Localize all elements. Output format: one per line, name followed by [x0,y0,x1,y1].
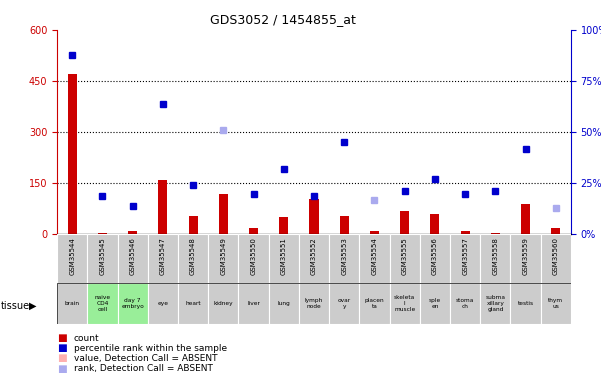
Bar [239,234,269,283]
Text: GDS3052 / 1454855_at: GDS3052 / 1454855_at [210,13,355,26]
Text: GSM35555: GSM35555 [401,237,407,274]
Text: testis: testis [517,301,534,306]
Text: lung: lung [278,301,290,306]
Bar [279,217,288,234]
Bar [118,283,148,324]
Text: ▶: ▶ [29,301,36,310]
Bar [450,234,480,283]
Bar [269,283,299,324]
Text: GSM35553: GSM35553 [341,237,347,274]
Text: GSM35551: GSM35551 [281,237,287,274]
Text: GSM35549: GSM35549 [221,237,227,274]
Bar [370,231,379,234]
Text: GSM35546: GSM35546 [130,237,136,274]
Text: ■: ■ [57,354,67,363]
Bar [87,234,118,283]
Text: percentile rank within the sample: percentile rank within the sample [74,344,227,353]
Text: GSM35548: GSM35548 [190,237,196,274]
Bar [480,283,510,324]
Text: skeleta
l
muscle: skeleta l muscle [394,296,415,312]
Bar [178,283,208,324]
Bar [57,283,87,324]
Text: GSM35556: GSM35556 [432,237,438,274]
Bar [148,283,178,324]
Bar [400,210,409,234]
Bar [420,234,450,283]
Text: GSM35557: GSM35557 [462,237,468,274]
Text: rank, Detection Call = ABSENT: rank, Detection Call = ABSENT [74,364,213,373]
Text: GSM35554: GSM35554 [371,237,377,274]
Text: ■: ■ [57,364,67,374]
Bar [389,234,420,283]
Text: GSM35558: GSM35558 [492,237,498,274]
Text: eye: eye [157,301,168,306]
Text: subma
xillary
gland: subma xillary gland [486,296,505,312]
Text: thym
us: thym us [548,298,563,309]
Text: liver: liver [247,301,260,306]
Bar [219,194,228,234]
Text: sple
en: sple en [429,298,441,309]
Bar [68,74,77,234]
Text: heart: heart [185,301,201,306]
Text: count: count [74,334,100,343]
Text: brain: brain [65,301,80,306]
Text: placen
ta: placen ta [365,298,384,309]
Text: value, Detection Call = ABSENT: value, Detection Call = ABSENT [74,354,218,363]
Text: GSM35560: GSM35560 [553,237,559,275]
Bar [510,234,541,283]
Bar [450,283,480,324]
Bar [98,232,107,234]
Bar [359,234,389,283]
Text: tissue: tissue [1,301,30,310]
Bar [128,231,137,234]
Bar [430,214,439,234]
Text: GSM35550: GSM35550 [251,237,257,274]
Bar [480,234,510,283]
Bar [521,204,530,234]
Text: GSM35544: GSM35544 [69,237,75,274]
Text: GSM35547: GSM35547 [160,237,166,274]
Text: kidney: kidney [213,301,233,306]
Bar [460,231,470,234]
Bar [249,228,258,234]
Bar [269,234,299,283]
Text: ovar
y: ovar y [338,298,351,309]
Bar [541,234,571,283]
Text: lymph
node: lymph node [305,298,323,309]
Bar [329,283,359,324]
Bar [208,283,239,324]
Bar [389,283,420,324]
Bar [491,232,500,234]
Bar [359,283,389,324]
Bar [239,283,269,324]
Bar [551,228,560,234]
Bar [340,216,349,234]
Text: ■: ■ [57,344,67,353]
Text: day 7
embryо: day 7 embryо [121,298,144,309]
Bar [510,283,541,324]
Bar [189,216,198,234]
Bar [541,283,571,324]
Bar [158,180,168,234]
Bar [310,199,319,234]
Bar [118,234,148,283]
Bar [420,283,450,324]
Bar [208,234,239,283]
Bar [148,234,178,283]
Bar [329,234,359,283]
Text: ■: ■ [57,333,67,343]
Text: naive
CD4
cell: naive CD4 cell [94,296,111,312]
Bar [178,234,208,283]
Bar [87,283,118,324]
Text: GSM35545: GSM35545 [99,237,105,274]
Bar [299,283,329,324]
Text: GSM35552: GSM35552 [311,237,317,274]
Bar [57,234,87,283]
Bar [299,234,329,283]
Text: stoma
ch: stoma ch [456,298,474,309]
Text: GSM35559: GSM35559 [523,237,529,274]
